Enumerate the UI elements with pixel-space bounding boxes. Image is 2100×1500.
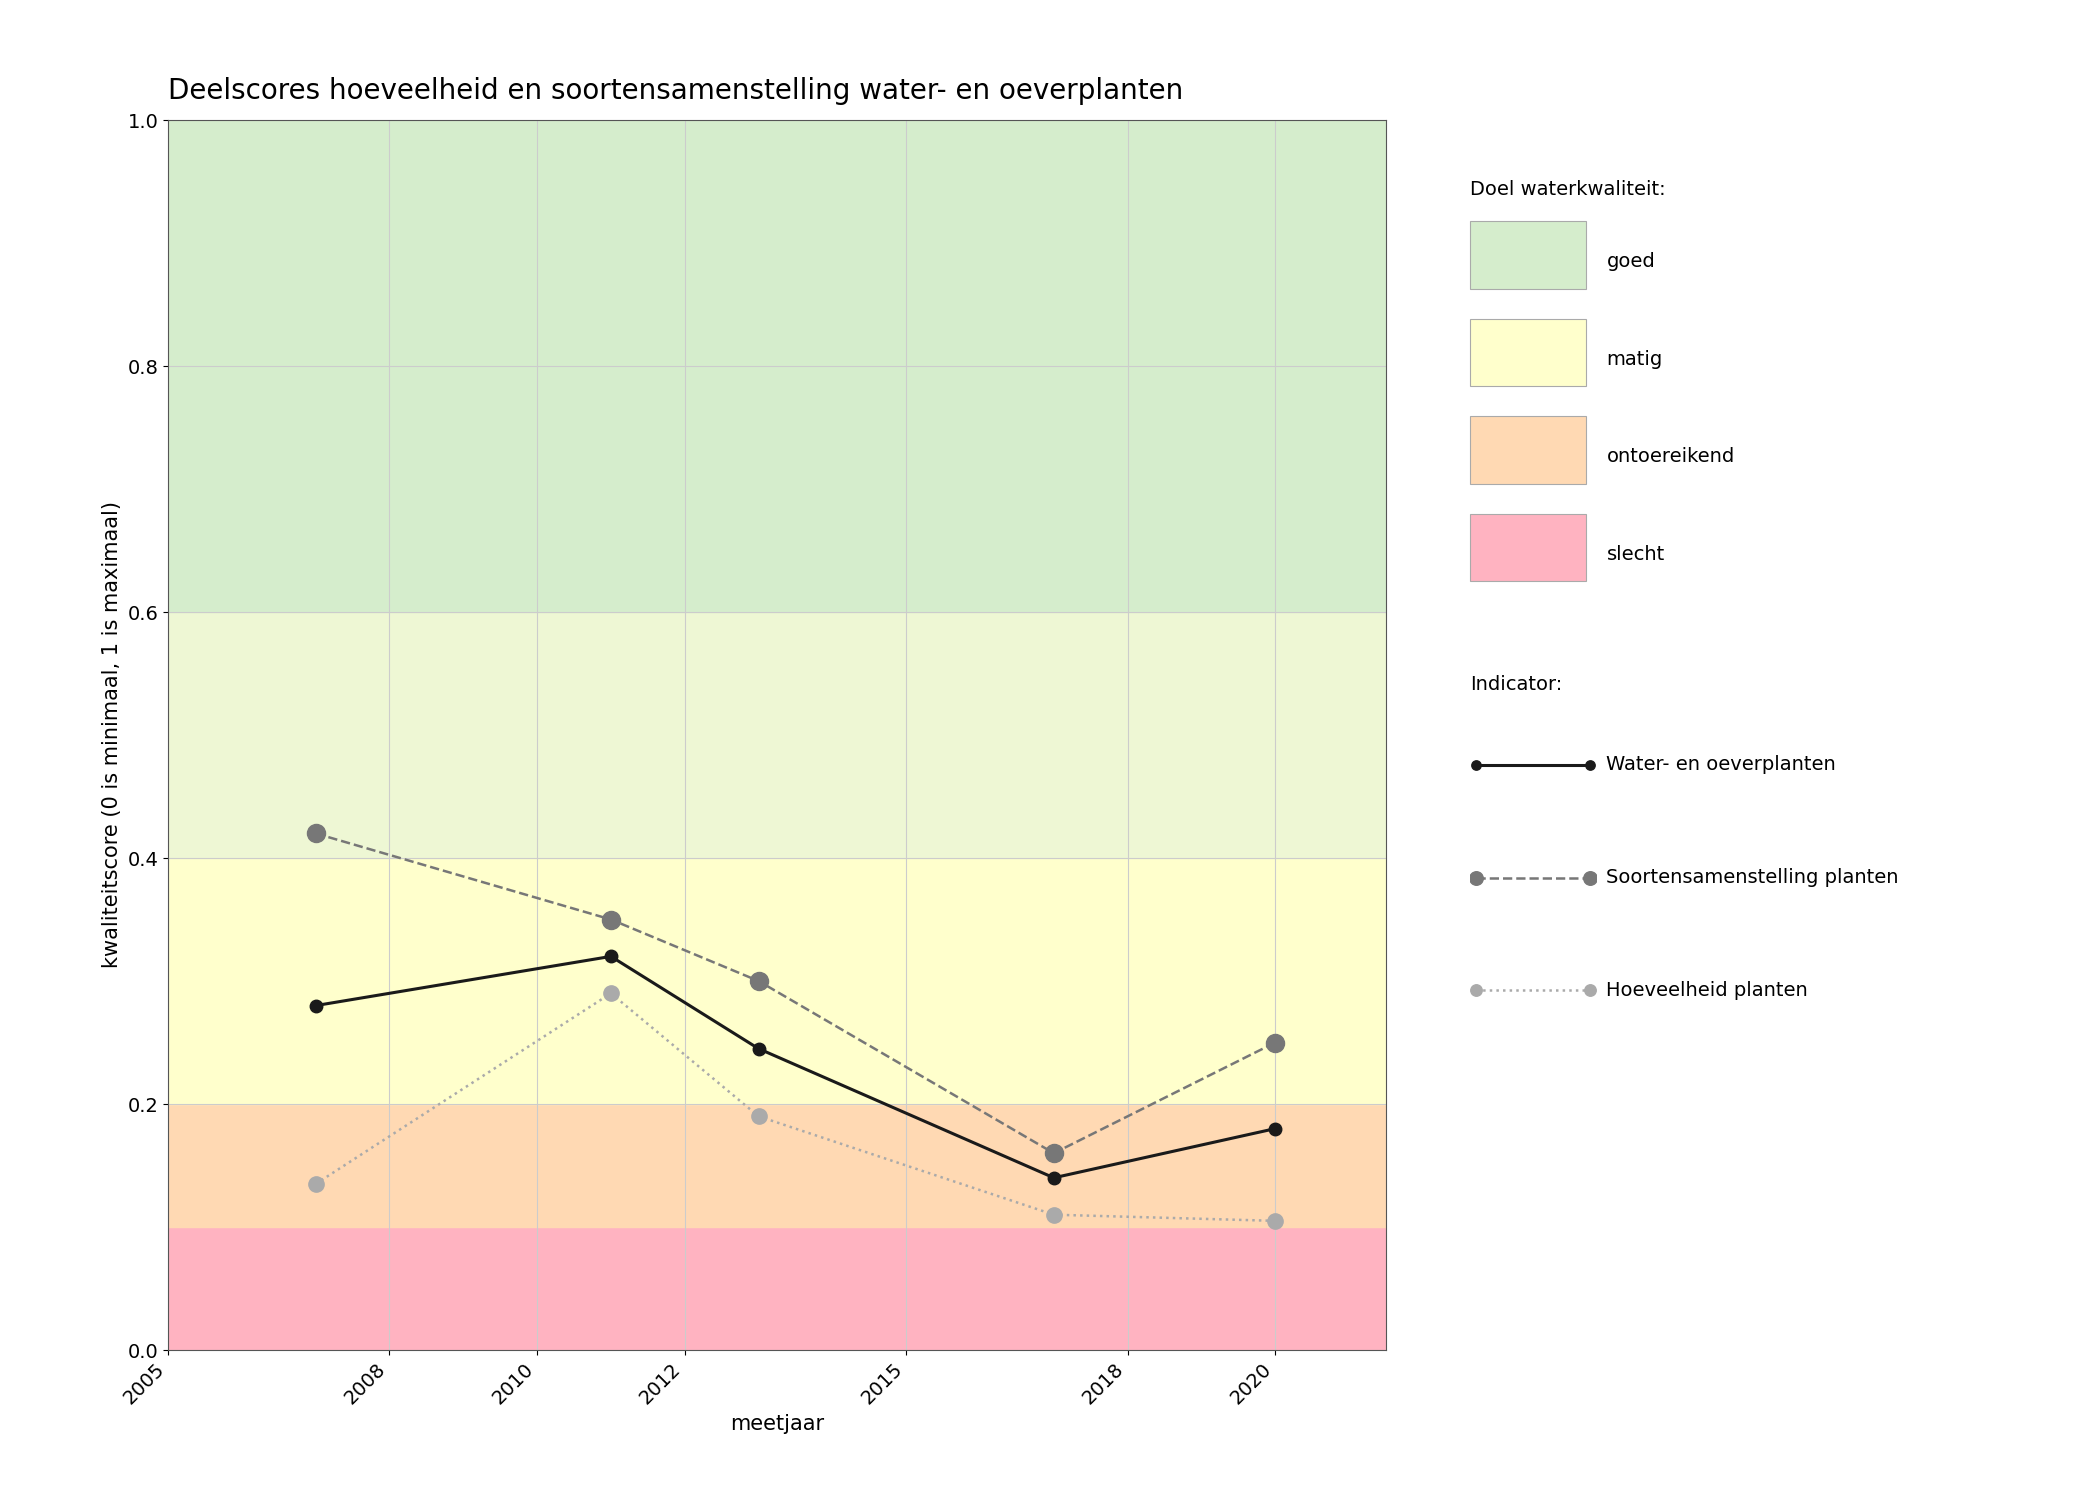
- Bar: [168, 858, 1386, 1104]
- Text: slecht: slecht: [1606, 544, 1665, 564]
- Text: Deelscores hoeveelheid en soortensamenstelling water- en oeverplanten: Deelscores hoeveelheid en soortensamenst…: [168, 76, 1182, 105]
- Bar: [168, 120, 1386, 612]
- Text: Soortensamenstelling planten: Soortensamenstelling planten: [1606, 868, 1898, 886]
- Text: Indicator:: Indicator:: [1470, 675, 1562, 694]
- Bar: [168, 1227, 1386, 1350]
- Y-axis label: kwaliteitscore (0 is minimaal, 1 is maximaal): kwaliteitscore (0 is minimaal, 1 is maxi…: [101, 501, 122, 969]
- Text: matig: matig: [1606, 350, 1663, 369]
- Text: Doel waterkwaliteit:: Doel waterkwaliteit:: [1470, 180, 1665, 200]
- Text: ontoereikend: ontoereikend: [1606, 447, 1735, 466]
- Bar: [168, 1104, 1386, 1227]
- X-axis label: meetjaar: meetjaar: [731, 1413, 823, 1434]
- Bar: [168, 612, 1386, 858]
- Text: Hoeveelheid planten: Hoeveelheid planten: [1606, 981, 1808, 999]
- Text: goed: goed: [1606, 252, 1655, 272]
- Text: Water- en oeverplanten: Water- en oeverplanten: [1606, 756, 1835, 774]
